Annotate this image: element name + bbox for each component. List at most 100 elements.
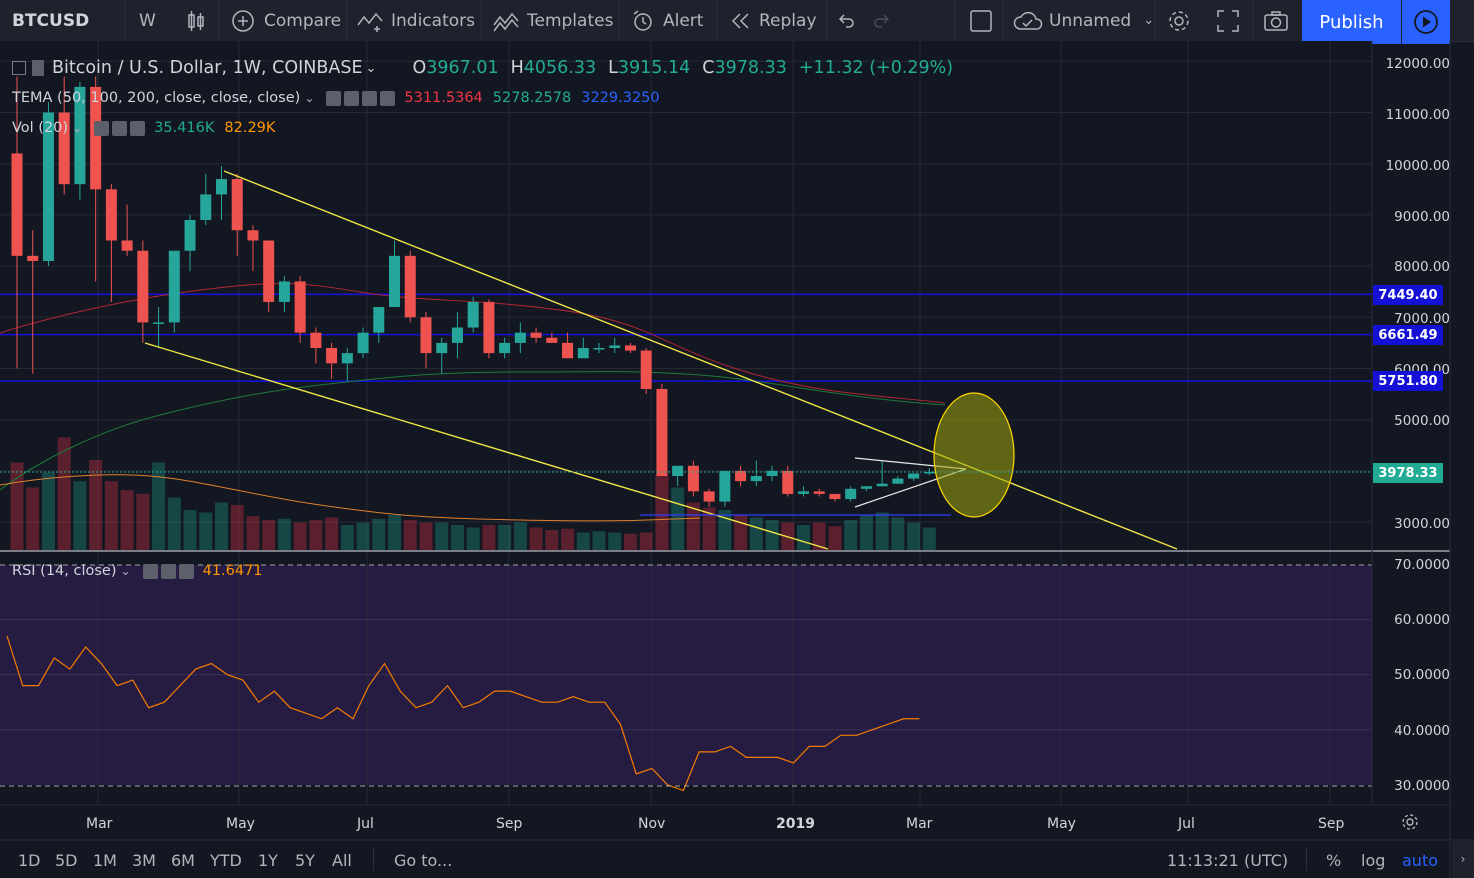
collapse-icon[interactable]	[12, 61, 26, 75]
volume-ma-value: 82.29K	[224, 120, 276, 136]
replay-play-button[interactable]	[1402, 0, 1450, 44]
layout-toggle-button[interactable]	[969, 0, 993, 41]
range-1y[interactable]: 1Y	[258, 851, 278, 870]
high-label: H	[510, 58, 524, 78]
range-6m[interactable]: 6M	[171, 851, 195, 870]
time-tick: May	[1047, 816, 1076, 832]
candle-body	[829, 493, 841, 500]
settings-button[interactable]	[1166, 0, 1192, 41]
percent-toggle[interactable]: %	[1326, 851, 1342, 870]
replay-button[interactable]: Replay	[729, 0, 817, 41]
gear-icon[interactable]	[344, 90, 360, 106]
chart-style-button[interactable]	[186, 0, 206, 41]
snapshot-button[interactable]	[1263, 0, 1289, 41]
main-chart[interactable]	[0, 41, 1474, 878]
horizontal-level-lines	[0, 293, 1372, 382]
range-1d[interactable]: 1D	[18, 851, 41, 870]
range-3m[interactable]: 3M	[132, 851, 156, 870]
alarm-clock-icon	[633, 9, 652, 31]
auto-toggle[interactable]: auto	[1402, 851, 1439, 870]
highlight-ellipse[interactable]	[933, 392, 1015, 518]
symbol-search[interactable]: BTCUSD	[12, 10, 90, 31]
candle-body	[184, 220, 196, 251]
change-value: +11.32 (+0.29%)	[798, 58, 954, 78]
rsi-tick: 70.0000	[1394, 557, 1450, 573]
flag-icon[interactable]	[32, 60, 44, 76]
eye-icon[interactable]	[142, 563, 158, 579]
volume-bar	[419, 522, 433, 550]
time-tick: Sep	[496, 816, 523, 832]
gear-icon[interactable]	[112, 120, 128, 136]
interval-button[interactable]: W	[139, 10, 156, 31]
alert-button[interactable]: Alert	[631, 0, 703, 41]
candle-body	[215, 179, 227, 195]
divider	[1252, 0, 1253, 41]
volume-bar	[89, 460, 103, 550]
volume-legend: Vol (20) ⌄ 35.416K 82.29K	[12, 120, 275, 136]
chevron-down-icon[interactable]: ⌄	[72, 121, 83, 135]
fullscreen-button[interactable]	[1216, 0, 1240, 41]
gear-icon[interactable]	[160, 563, 176, 579]
log-toggle[interactable]: log	[1361, 851, 1386, 870]
candle-body	[672, 465, 684, 477]
candle-body	[860, 486, 872, 489]
volume-bar	[450, 525, 464, 550]
close-icon[interactable]	[178, 563, 194, 579]
volume-bar	[576, 532, 590, 550]
compare-button[interactable]: Compare	[231, 0, 341, 41]
volume-bar	[828, 526, 842, 550]
price-label-level-3: 5751.80	[1373, 371, 1443, 391]
indicators-button[interactable]: Indicators	[357, 0, 475, 41]
rsi-tick: 50.0000	[1394, 667, 1450, 683]
undo-icon	[838, 13, 854, 28]
undo-button[interactable]	[836, 0, 856, 41]
close-icon[interactable]	[130, 120, 146, 136]
range-5y[interactable]: 5Y	[295, 851, 315, 870]
range-5d[interactable]: 5D	[55, 851, 78, 870]
eye-icon[interactable]	[94, 120, 110, 136]
volume-bar	[309, 520, 323, 550]
gear-icon	[1402, 814, 1418, 830]
eye-icon[interactable]	[326, 90, 342, 106]
chevron-down-icon[interactable]: ⌄	[120, 564, 131, 578]
chevron-down-icon[interactable]: ⌄	[304, 91, 315, 105]
low-label: L	[608, 58, 618, 78]
candle-body	[263, 240, 275, 302]
rsi-series	[6, 635, 920, 792]
clock[interactable]: 11:13:21 (UTC)	[1167, 851, 1289, 870]
templates-button[interactable]: Templates	[493, 0, 613, 41]
chevron-down-icon[interactable]: ⌄	[365, 60, 377, 76]
redo-button[interactable]	[872, 0, 892, 41]
volume-bar	[57, 437, 71, 550]
goto-button[interactable]: Go to...	[394, 851, 453, 870]
candle-body	[310, 332, 322, 349]
range-1m[interactable]: 1M	[93, 851, 117, 870]
close-icon[interactable]	[380, 90, 396, 106]
volume-label[interactable]: Vol (20)	[12, 120, 69, 136]
volume-bar	[812, 522, 826, 550]
candle-body	[798, 491, 809, 494]
tema-line-1	[0, 282, 946, 404]
axis-settings-button[interactable]	[1400, 812, 1420, 836]
scroll-right-button[interactable]: ›	[1452, 840, 1474, 878]
volume-bar	[104, 481, 118, 550]
candle-body	[609, 345, 621, 349]
candle-body	[719, 470, 731, 502]
source-icon[interactable]	[362, 90, 378, 106]
tema-label[interactable]: TEMA (50, 100, 200, close, close, close)	[12, 90, 301, 106]
layout-name-button[interactable]: Unnamed ⌄	[1013, 0, 1154, 41]
symbol-title[interactable]: Bitcoin / U.S. Dollar, 1W, COINBASE	[52, 58, 363, 78]
volume-bar	[608, 532, 622, 550]
tema-value-1: 5311.5364	[404, 90, 483, 106]
publish-button[interactable]: Publish	[1302, 0, 1401, 44]
volume-bar	[623, 533, 637, 550]
range-all[interactable]: All	[332, 851, 352, 870]
volume-bars	[10, 437, 936, 550]
time-tick: Sep	[1318, 816, 1345, 832]
candle-body	[514, 332, 526, 343]
rsi-label[interactable]: RSI (14, close)	[12, 563, 117, 579]
range-ytd[interactable]: YTD	[210, 851, 242, 870]
volume-bar	[702, 507, 716, 550]
candle-body	[451, 327, 463, 343]
channel-upper-trendline[interactable]	[223, 170, 1178, 550]
